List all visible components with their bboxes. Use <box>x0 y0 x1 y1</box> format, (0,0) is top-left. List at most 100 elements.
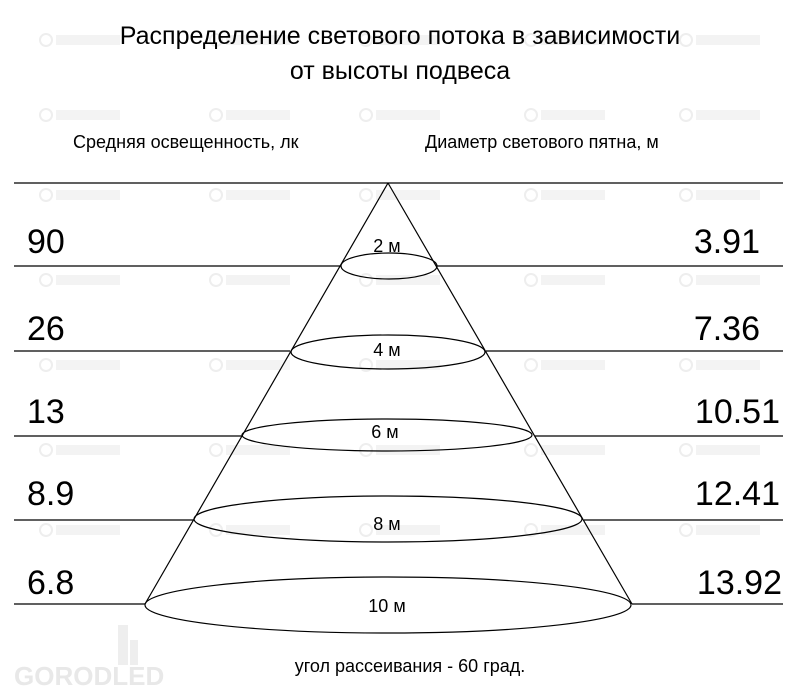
watermark-mark <box>524 273 605 287</box>
watermark-mark <box>359 33 440 47</box>
gear-icon <box>679 33 693 47</box>
gear-icon <box>359 273 373 287</box>
watermark-wordmark <box>541 360 605 370</box>
illuminance-value: 90 <box>27 223 65 261</box>
watermark-mark <box>359 188 440 202</box>
light-spot-10m <box>144 576 632 634</box>
watermark-mark <box>524 108 605 122</box>
gear-icon <box>39 188 53 202</box>
footer-note: угол рассеивания - 60 град. <box>295 656 526 676</box>
gear-icon <box>39 358 53 372</box>
right-header: Диаметр светового пятна, м <box>425 132 659 152</box>
watermark-mark <box>524 358 605 372</box>
watermark-mark <box>679 33 760 47</box>
watermark-wordmark <box>541 275 605 285</box>
watermark-wordmark <box>56 110 120 120</box>
watermark-mark <box>359 443 440 457</box>
height-label: 4 м <box>373 340 400 360</box>
gear-icon <box>209 273 223 287</box>
watermark-mark <box>39 443 120 457</box>
diameter-value: 7.36 <box>694 310 760 348</box>
gear-icon <box>679 523 693 537</box>
gear-icon <box>209 33 223 47</box>
gear-icon <box>679 188 693 202</box>
height-label: 8 м <box>373 514 400 534</box>
watermark-mark <box>679 188 760 202</box>
gear-icon <box>679 443 693 457</box>
watermark-wordmark <box>226 275 290 285</box>
gear-icon <box>524 523 538 537</box>
watermark-wordmark <box>226 445 290 455</box>
watermark-mark <box>679 108 760 122</box>
watermark-mark <box>359 358 440 372</box>
watermark-mark <box>39 358 120 372</box>
watermark-wordmark <box>376 525 440 535</box>
watermark-wordmark <box>696 525 760 535</box>
watermark-mark <box>679 273 760 287</box>
watermark-mark <box>209 443 290 457</box>
gear-icon <box>39 273 53 287</box>
watermark-wordmark <box>696 110 760 120</box>
watermark-wordmark <box>541 525 605 535</box>
watermark-wordmark <box>56 35 120 45</box>
diameter-value: 12.41 <box>695 475 780 513</box>
title-line-1: Распределение светового потока в зависим… <box>120 22 680 50</box>
watermark-mark <box>524 523 605 537</box>
watermark-wordmark <box>376 35 440 45</box>
gear-icon <box>679 108 693 122</box>
watermark-wordmark <box>376 275 440 285</box>
watermark-wordmark <box>541 190 605 200</box>
watermark-wordmark <box>56 445 120 455</box>
watermark-mark <box>524 188 605 202</box>
watermark-wordmark <box>376 445 440 455</box>
illuminance-value: 26 <box>27 310 65 348</box>
watermark-wordmark <box>541 110 605 120</box>
light-spot-8m <box>193 495 583 543</box>
watermark-mark <box>39 188 120 202</box>
watermark-mark <box>209 273 290 287</box>
watermark-mark <box>209 108 290 122</box>
illuminance-value: 13 <box>27 393 65 431</box>
watermark-wordmark <box>376 190 440 200</box>
cone-right-edge <box>387 182 633 605</box>
gear-icon <box>39 33 53 47</box>
watermark-mark <box>359 523 440 537</box>
watermark-mark <box>39 108 120 122</box>
watermark-mark <box>209 523 290 537</box>
logo-text: GORODLED <box>14 661 164 691</box>
gear-icon <box>209 443 223 457</box>
diameter-value: 3.91 <box>694 223 760 261</box>
light-spot-6m <box>241 418 533 452</box>
gorodled-logo: GORODLED <box>14 625 164 691</box>
gear-icon <box>209 188 223 202</box>
gear-icon <box>524 188 538 202</box>
left-header: Средняя освещенность, лк <box>73 132 299 152</box>
gear-icon <box>524 33 538 47</box>
watermark-mark <box>39 33 120 47</box>
watermark-wordmark <box>696 360 760 370</box>
watermark-wordmark <box>56 190 120 200</box>
watermarks <box>39 33 760 537</box>
light-spot-4m <box>290 334 486 370</box>
gear-icon <box>679 358 693 372</box>
watermark-mark <box>209 33 290 47</box>
watermark-wordmark <box>226 190 290 200</box>
cone-left-edge <box>144 182 389 605</box>
gear-icon <box>209 358 223 372</box>
watermark-wordmark <box>696 190 760 200</box>
gear-icon <box>359 358 373 372</box>
diameter-value: 13.92 <box>697 564 782 602</box>
height-label: 2 м <box>373 236 400 256</box>
watermark-wordmark <box>226 360 290 370</box>
watermark-wordmark <box>226 110 290 120</box>
gear-icon <box>524 358 538 372</box>
gear-icon <box>524 108 538 122</box>
gear-icon <box>359 33 373 47</box>
watermark-mark <box>524 443 605 457</box>
height-label: 6 м <box>371 422 398 442</box>
watermark-wordmark <box>226 35 290 45</box>
diameter-value: 10.51 <box>695 393 780 431</box>
watermark-mark <box>524 33 605 47</box>
watermark-wordmark <box>696 275 760 285</box>
